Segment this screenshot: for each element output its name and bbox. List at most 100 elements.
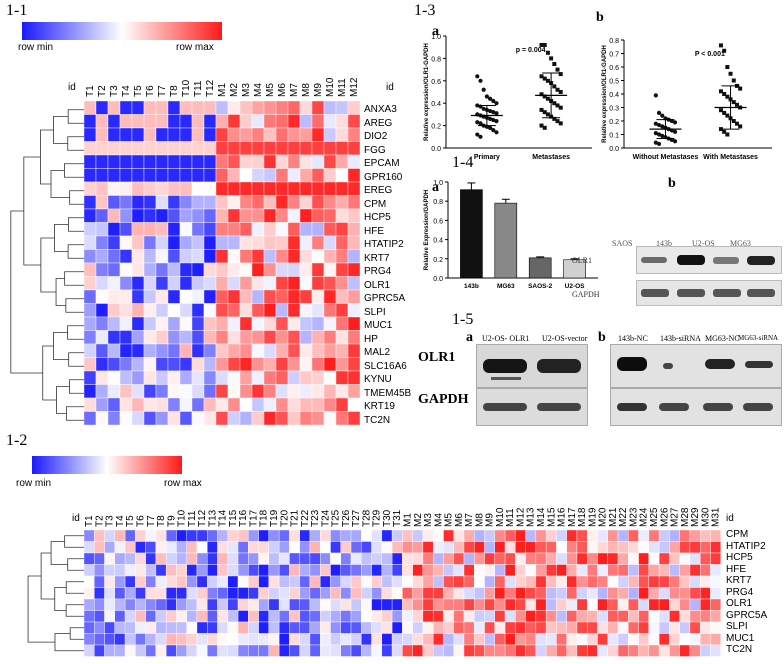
heatmap-cell — [545, 530, 557, 542]
heatmap-cell — [227, 222, 241, 237]
heatmap-cell — [335, 235, 349, 250]
heatmap-cell — [566, 587, 578, 600]
heatmap-cell — [94, 552, 105, 565]
heatmap-cell — [617, 541, 629, 554]
heatmap-cell — [275, 235, 289, 250]
heatmap-cell — [323, 208, 337, 223]
heatmap-cell — [323, 262, 337, 277]
heatmap-cell — [299, 587, 311, 600]
heatmap-cell — [155, 621, 167, 634]
heatmap-cell — [143, 195, 157, 210]
heatmap-cell — [167, 397, 181, 412]
heatmap-cell — [330, 644, 341, 657]
data-point — [478, 121, 483, 126]
heatmap-cell — [289, 644, 300, 657]
heatmap-cell — [299, 262, 313, 277]
heatmap-cell — [143, 141, 157, 156]
heatmap-cell — [179, 195, 193, 210]
heatmap-cell — [700, 598, 711, 611]
heatmap-cell — [258, 564, 270, 577]
y-tick-label: 0.1 — [609, 133, 619, 140]
heatmap-cell — [311, 195, 325, 210]
heatmap-cell — [287, 357, 301, 372]
heatmap-cell — [167, 208, 181, 223]
row-label: MAL2 — [364, 347, 391, 358]
heatmap-cell — [515, 575, 526, 588]
heatmap-cell — [350, 587, 362, 600]
heatmap-cell — [278, 552, 290, 565]
heatmap-cell — [566, 564, 578, 577]
heatmap-cell — [215, 316, 229, 331]
heatmap-cell — [576, 541, 588, 554]
heatmap-cell — [335, 114, 349, 129]
dendrogram-branch — [50, 170, 70, 198]
column-label: M6 — [277, 83, 288, 97]
y-tick-label: 0.0 — [431, 146, 441, 153]
heatmap-cell — [607, 598, 619, 611]
heatmap-cell — [347, 316, 360, 331]
heatmap-cell — [227, 127, 241, 142]
heatmap-cell — [119, 316, 133, 331]
heatmap-cell — [323, 114, 337, 129]
heatmap-cell — [402, 633, 413, 646]
heatmap-cell — [215, 397, 229, 412]
heatmap-cell — [576, 587, 588, 600]
heatmap-cell — [84, 541, 95, 554]
heatmap-cell — [119, 154, 133, 169]
column-label: M10 — [325, 77, 336, 97]
data-point — [653, 140, 658, 145]
heatmap-cell — [443, 575, 454, 588]
heatmap-cell — [143, 370, 157, 385]
heatmap-cell — [287, 127, 301, 142]
heatmap-cell — [227, 101, 241, 115]
heatmap-cell — [203, 316, 217, 331]
heatmap-cell — [323, 316, 337, 331]
heatmap-cell — [135, 610, 146, 623]
heatmap-cell — [119, 357, 133, 372]
heatmap-cell — [320, 633, 331, 646]
heatmap-cell — [191, 411, 205, 426]
heatmap-cell — [275, 357, 289, 372]
heatmap-cell — [350, 575, 362, 588]
heatmap-cell — [689, 575, 701, 588]
heatmap-cell — [299, 633, 311, 646]
heatmap-cell — [143, 289, 157, 304]
heatmap-cell — [700, 633, 711, 646]
heatmap-cell — [258, 644, 270, 657]
heatmap-cell — [107, 411, 121, 426]
heatmap-cell — [84, 330, 97, 345]
heatmap-cell — [597, 541, 608, 554]
heatmap-cell — [556, 587, 567, 600]
heatmap-cell — [248, 598, 259, 611]
heatmap-cell — [576, 610, 588, 623]
heatmap-cell — [275, 168, 289, 183]
heatmap-cell — [155, 610, 167, 623]
dendrogram-branch — [53, 116, 69, 144]
heatmap-cell — [95, 101, 109, 115]
column-label: M5 — [444, 513, 455, 527]
heatmap-cell — [155, 541, 167, 554]
heatmap-cell — [104, 530, 116, 542]
heatmap-cell — [143, 101, 157, 115]
heatmap-cell — [556, 530, 567, 542]
heatmap-cell — [143, 316, 157, 331]
heatmap-cell — [95, 289, 109, 304]
heatmap-cell — [597, 633, 608, 646]
heatmap-cell — [669, 575, 680, 588]
data-point — [475, 103, 480, 108]
heatmap-cell — [167, 114, 181, 129]
heatmap-cell — [155, 208, 169, 223]
column-label: M20 — [598, 507, 609, 527]
heatmap-cell — [191, 154, 205, 169]
heatmap-cell — [94, 564, 105, 577]
data-point — [555, 103, 560, 108]
heatmap-cell — [95, 168, 109, 183]
column-label: M2 — [413, 513, 424, 527]
heatmap-cell — [251, 330, 265, 345]
heatmap-cell — [299, 330, 313, 345]
row-label: GPRC5A — [364, 293, 406, 304]
heatmap-cell — [227, 316, 241, 331]
heatmap-cell — [330, 541, 341, 554]
heatmap-cell — [347, 262, 360, 277]
heatmap-cell — [143, 235, 157, 250]
